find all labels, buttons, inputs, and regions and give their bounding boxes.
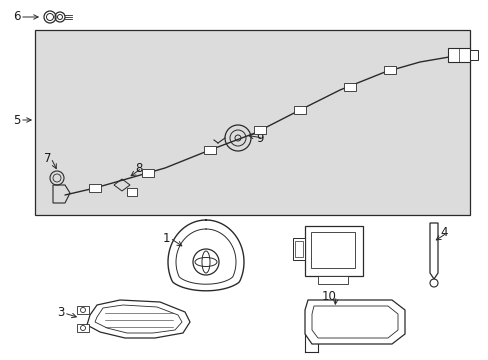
- Text: 6: 6: [13, 10, 20, 23]
- Text: 8: 8: [135, 162, 142, 175]
- Text: 10: 10: [321, 289, 336, 302]
- Bar: [293, 106, 305, 114]
- Bar: [142, 169, 154, 177]
- Text: 5: 5: [13, 113, 20, 126]
- Text: 2: 2: [305, 226, 312, 239]
- Text: 7: 7: [44, 152, 51, 165]
- Bar: [127, 188, 137, 196]
- Text: 3: 3: [57, 306, 64, 320]
- Bar: [469, 50, 477, 60]
- Bar: [343, 83, 355, 91]
- Bar: [77, 324, 89, 332]
- Bar: [305, 226, 362, 276]
- Bar: [77, 306, 89, 314]
- Bar: [310, 232, 354, 268]
- Text: 1: 1: [163, 231, 170, 244]
- Bar: [317, 276, 347, 284]
- Text: 4: 4: [439, 226, 447, 239]
- Bar: [203, 146, 216, 154]
- Bar: [292, 238, 305, 260]
- Text: 9: 9: [256, 131, 263, 144]
- Bar: [253, 126, 265, 134]
- Bar: [447, 48, 469, 62]
- Bar: [383, 66, 395, 74]
- Bar: [89, 184, 101, 192]
- Bar: [294, 241, 303, 257]
- Bar: [35, 30, 469, 215]
